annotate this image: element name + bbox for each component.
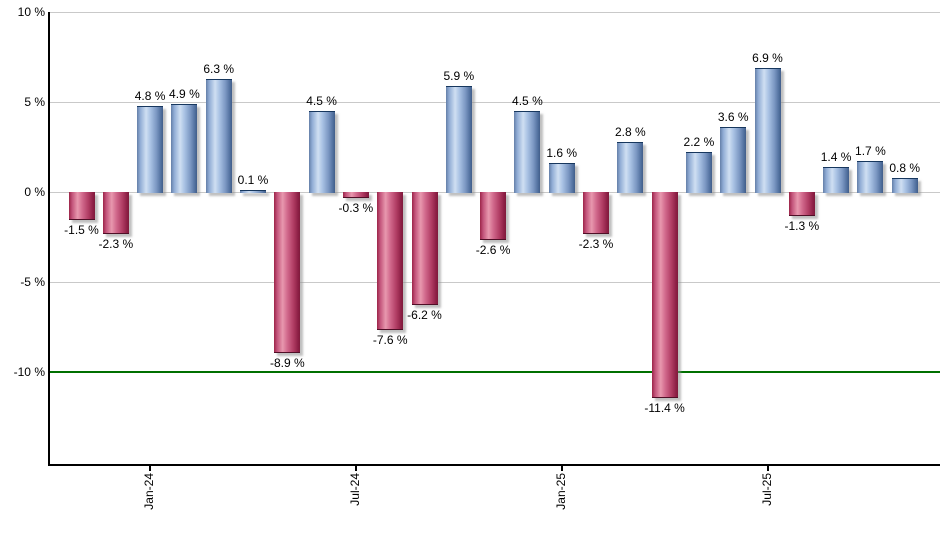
bar-value-label: -2.6 % bbox=[475, 242, 511, 257]
bar-month-14[interactable] bbox=[514, 111, 541, 193]
bar-month-21[interactable] bbox=[754, 67, 781, 193]
bar-month-18[interactable] bbox=[651, 192, 678, 399]
bar-month-3[interactable] bbox=[137, 105, 164, 193]
bar-value-label: -0.3 % bbox=[338, 201, 374, 216]
bar-month-8[interactable] bbox=[308, 111, 335, 193]
x-axis-tick bbox=[560, 466, 563, 471]
bar-value-label: 1.6 % bbox=[546, 146, 578, 161]
y-axis-tick-label: -10 % bbox=[13, 365, 45, 379]
bar-month-13[interactable] bbox=[480, 192, 507, 240]
bar-value-label: 5.9 % bbox=[443, 68, 475, 83]
bar-value-label: 0.1 % bbox=[237, 173, 269, 188]
gridline--5 bbox=[49, 281, 940, 283]
reference-line bbox=[49, 371, 940, 373]
bar-month-9[interactable] bbox=[342, 192, 369, 199]
x-axis-tick-label: Jul-24 bbox=[347, 473, 362, 506]
x-axis-tick-label: Jan-25 bbox=[553, 473, 568, 510]
bar-value-label: 6.9 % bbox=[752, 50, 783, 65]
x-axis-line bbox=[48, 464, 940, 466]
x-axis-tick bbox=[354, 466, 357, 471]
bar-month-23[interactable] bbox=[823, 166, 850, 193]
bar-value-label: 2.2 % bbox=[683, 135, 715, 150]
bar-value-label: 4.5 % bbox=[306, 94, 337, 108]
y-axis-line bbox=[48, 12, 50, 466]
bar-value-label: -2.3 % bbox=[98, 237, 134, 252]
bar-value-label: 4.5 % bbox=[512, 94, 543, 108]
x-axis-tick bbox=[766, 466, 769, 471]
y-axis-tick-label: 5 % bbox=[24, 95, 45, 109]
bar-month-5[interactable] bbox=[205, 78, 232, 193]
bar-month-16[interactable] bbox=[583, 192, 609, 235]
bar-month-22[interactable] bbox=[788, 192, 815, 217]
y-axis-tick-label: -5 % bbox=[20, 275, 45, 289]
bar-month-6[interactable] bbox=[240, 190, 266, 193]
bar-month-4[interactable] bbox=[171, 103, 198, 193]
bar-value-label: 3.6 % bbox=[717, 110, 749, 125]
bar-value-label: -7.6 % bbox=[372, 332, 408, 347]
bar-month-24[interactable] bbox=[857, 161, 884, 193]
bar-month-10[interactable] bbox=[377, 192, 404, 330]
x-axis-tick-label: Jan-24 bbox=[142, 473, 157, 510]
bar-value-label: -6.2 % bbox=[407, 307, 442, 322]
bar-value-label: 1.7 % bbox=[855, 144, 886, 159]
bar-value-label: -1.3 % bbox=[784, 219, 820, 234]
y-axis-tick-label: 0 % bbox=[24, 185, 45, 199]
bar-value-label: -8.9 % bbox=[269, 356, 305, 371]
bar-value-label: -11.4 % bbox=[644, 401, 685, 416]
bar-value-label: -2.3 % bbox=[578, 237, 614, 252]
y-axis-tick-label: 10 % bbox=[17, 5, 45, 19]
bar-month-12[interactable] bbox=[445, 85, 472, 193]
bar-month-7[interactable] bbox=[274, 192, 301, 354]
bar-value-label: 6.3 % bbox=[203, 61, 235, 76]
bar-value-label: 4.9 % bbox=[169, 86, 200, 101]
x-axis-tick bbox=[149, 466, 152, 471]
gridline-5 bbox=[49, 101, 940, 103]
bar-month-19[interactable] bbox=[685, 152, 712, 193]
x-axis-tick-label: Jul-25 bbox=[759, 473, 774, 506]
gridline-10 bbox=[49, 11, 940, 13]
bar-month-1[interactable] bbox=[68, 192, 95, 220]
bar-month-25[interactable] bbox=[891, 177, 918, 193]
bar-value-label: 1.4 % bbox=[820, 149, 852, 164]
bar-value-label: 4.8 % bbox=[134, 88, 166, 103]
bar-month-15[interactable] bbox=[548, 163, 575, 193]
bar-month-20[interactable] bbox=[720, 127, 747, 193]
bar-value-label: -1.5 % bbox=[64, 223, 99, 237]
bar-month-2[interactable] bbox=[102, 192, 129, 235]
bar-month-17[interactable] bbox=[617, 141, 644, 193]
bar-month-11[interactable] bbox=[411, 192, 438, 305]
bar-value-label: 0.8 % bbox=[889, 160, 921, 175]
bar-value-label: 2.8 % bbox=[614, 124, 646, 139]
